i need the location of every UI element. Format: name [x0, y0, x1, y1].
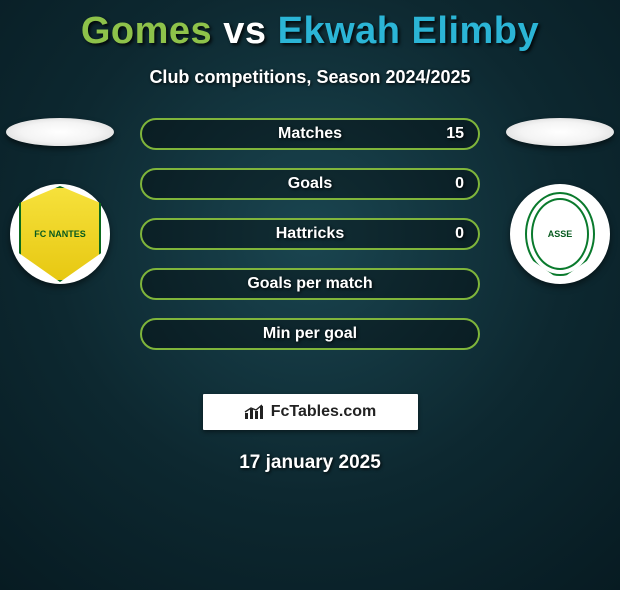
stat-pills: Matches 15 Goals 0 Hattricks 0 Goals per…: [140, 118, 480, 350]
stat-label: Min per goal: [263, 325, 357, 343]
stat-row-hattricks: Hattricks 0: [140, 218, 480, 250]
player1-name: Gomes: [81, 10, 212, 52]
stat-right-value: 15: [446, 125, 464, 143]
stat-label: Goals: [288, 175, 332, 193]
bar-chart-icon: [244, 404, 264, 420]
asse-badge-icon: ASSE: [521, 188, 599, 280]
vs-text: vs: [223, 10, 266, 52]
stat-row-goals-per-match: Goals per match: [140, 268, 480, 300]
team-right: ASSE: [500, 118, 620, 284]
stat-row-min-per-goal: Min per goal: [140, 318, 480, 350]
date: 17 january 2025: [0, 452, 620, 474]
watermark: FcTables.com: [203, 394, 418, 430]
stat-row-goals: Goals 0: [140, 168, 480, 200]
stat-label: Matches: [278, 125, 342, 143]
player2-photo-placeholder: [506, 118, 614, 146]
team-left: FC NANTES: [0, 118, 120, 284]
comparison-title: Gomes vs Ekwah Elimby: [0, 10, 620, 53]
stat-label: Goals per match: [247, 275, 372, 293]
subtitle: Club competitions, Season 2024/2025: [0, 67, 620, 88]
team-right-crest: ASSE: [510, 184, 610, 284]
stat-right-value: 0: [455, 225, 464, 243]
stat-label: Hattricks: [276, 225, 344, 243]
player2-name: Ekwah Elimby: [278, 10, 540, 52]
watermark-text: FcTables.com: [271, 403, 377, 421]
asse-rings-icon: [525, 192, 595, 276]
nantes-badge-icon: FC NANTES: [19, 186, 101, 282]
stat-row-matches: Matches 15: [140, 118, 480, 150]
stat-right-value: 0: [455, 175, 464, 193]
team-left-crest: FC NANTES: [10, 184, 110, 284]
stats-area: FC NANTES ASSE Matches 15 Goals 0 Hattri…: [0, 118, 620, 378]
player1-photo-placeholder: [6, 118, 114, 146]
